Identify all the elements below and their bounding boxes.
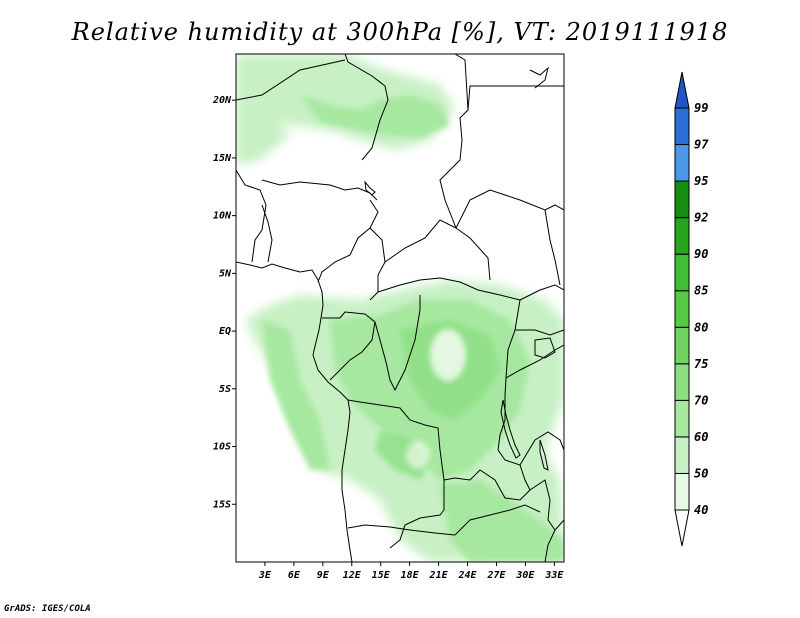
colorbar-segment xyxy=(674,472,690,511)
colorbar-level-label: 99 xyxy=(694,101,708,115)
colorbar-segment xyxy=(674,326,690,365)
boundary-libya-sudan xyxy=(467,85,564,111)
boundary-malawi xyxy=(529,479,556,531)
coastline-east-africa xyxy=(544,519,564,562)
lat-tick-label: EQ xyxy=(219,326,231,337)
colorbar: 40 50 60 70 75 80 85 90 92 95 97 99 xyxy=(674,71,709,547)
lon-tick-label: 30E xyxy=(515,570,535,581)
humidity-band-south xyxy=(440,480,564,562)
boundary-drc-angola xyxy=(347,399,445,481)
boundary-libya-algeria xyxy=(344,54,389,161)
boundary-nigeria-niger xyxy=(261,179,378,201)
humidity-band-northeast xyxy=(300,95,450,138)
colorbar-extend-low xyxy=(674,509,690,547)
lon-tick-label: 24E xyxy=(457,570,477,581)
boundary-angola-zambia xyxy=(389,480,445,549)
colorbar-level-label: 80 xyxy=(694,320,708,334)
longitude-axis: 3E 6E 9E 12E 15E 18E 21E 24E 27E 30E 33E xyxy=(258,562,564,581)
boundary-zambia-south xyxy=(454,504,541,536)
lake-malawi xyxy=(539,439,549,471)
colorbar-segment xyxy=(674,253,690,292)
colorbar-level-label: 75 xyxy=(694,357,708,371)
boundary-car-south xyxy=(377,277,521,301)
lake-chad xyxy=(364,180,376,196)
humidity-region-north-west xyxy=(236,115,290,165)
coast-northeast xyxy=(529,66,549,89)
colorbar-level-label: 90 xyxy=(694,247,708,261)
boundary-mali-niger xyxy=(236,59,346,101)
colorbar-level-label: 50 xyxy=(694,466,708,480)
lat-tick-label: 5S xyxy=(219,384,231,395)
lat-tick-label: 15N xyxy=(213,153,232,164)
lat-tick-label: 10N xyxy=(213,211,232,222)
colorbar-level-label: 97 xyxy=(694,138,709,152)
boundary-cameroon-chad xyxy=(369,227,386,301)
colorbar-level-label: 92 xyxy=(694,211,708,225)
lake-victoria xyxy=(534,337,556,359)
boundary-benin xyxy=(261,204,273,263)
colorbar-segment xyxy=(674,144,690,182)
colorbar-segment xyxy=(674,363,690,401)
lon-tick-label: 18E xyxy=(401,570,420,581)
lon-tick-label: 9E xyxy=(317,570,330,581)
boundary-gabon-congo xyxy=(322,311,376,381)
lon-tick-label: 33E xyxy=(544,570,564,581)
boundary-sudan-south-sudan xyxy=(455,189,564,229)
boundary-sahel-west xyxy=(236,169,267,263)
colorbar-segment xyxy=(674,180,690,219)
colorbar-segment xyxy=(674,290,690,328)
boundary-chad-car xyxy=(384,219,491,281)
colorbar-level-label: 40 xyxy=(694,503,708,517)
latitude-axis: 20N 15N 10N 5N EQ 5S 10S 15S xyxy=(212,95,236,510)
lat-tick-label: 5N xyxy=(219,268,232,279)
chart-title: Relative humidity at 300hPa [%], VT: 201… xyxy=(71,18,729,46)
lon-tick-label: 15E xyxy=(372,570,391,581)
dry-patch xyxy=(430,329,466,381)
boundary-nigeria-cameroon xyxy=(317,199,379,283)
boundary-east-north xyxy=(544,209,561,286)
colorbar-level-label: 70 xyxy=(694,393,708,407)
boundary-east-lakes xyxy=(505,344,564,379)
boundary-uganda xyxy=(515,329,564,336)
map-frame xyxy=(235,53,565,563)
lon-tick-label: 27E xyxy=(486,570,506,581)
dry-patch-2 xyxy=(406,441,430,469)
lon-tick-label: 21E xyxy=(429,570,449,581)
colorbar-segment xyxy=(674,399,690,438)
humidity-field xyxy=(236,54,564,562)
boundary-south-sudan-east xyxy=(519,284,564,301)
colorbar-level-label: 95 xyxy=(694,174,708,188)
lat-tick-label: 20N xyxy=(212,95,232,106)
lat-tick-label: 15S xyxy=(213,499,231,510)
boundary-niger-chad xyxy=(439,54,469,229)
colorbar-segment xyxy=(674,107,690,146)
credit-label: GrADS: IGES/COLA xyxy=(4,604,91,614)
lon-tick-label: 12E xyxy=(343,570,362,581)
boundary-angola-namibia xyxy=(347,524,456,536)
lon-tick-label: 6E xyxy=(288,570,301,581)
colorbar-extend-high xyxy=(674,71,690,109)
lat-tick-label: 10S xyxy=(213,442,231,453)
boundary-congo-drc xyxy=(374,295,421,392)
colorbar-level-label: 60 xyxy=(694,430,708,444)
lake-tanganyika xyxy=(500,399,521,459)
colorbar-segment xyxy=(674,436,690,474)
colorbar-segment xyxy=(674,217,690,255)
lon-tick-label: 3E xyxy=(258,570,272,581)
colorbar-level-label: 85 xyxy=(694,284,708,298)
humidity-band-west-coast xyxy=(262,320,330,470)
boundary-tanzania xyxy=(519,431,564,466)
country-boundaries xyxy=(236,54,564,562)
coastline-west-africa xyxy=(236,261,353,562)
